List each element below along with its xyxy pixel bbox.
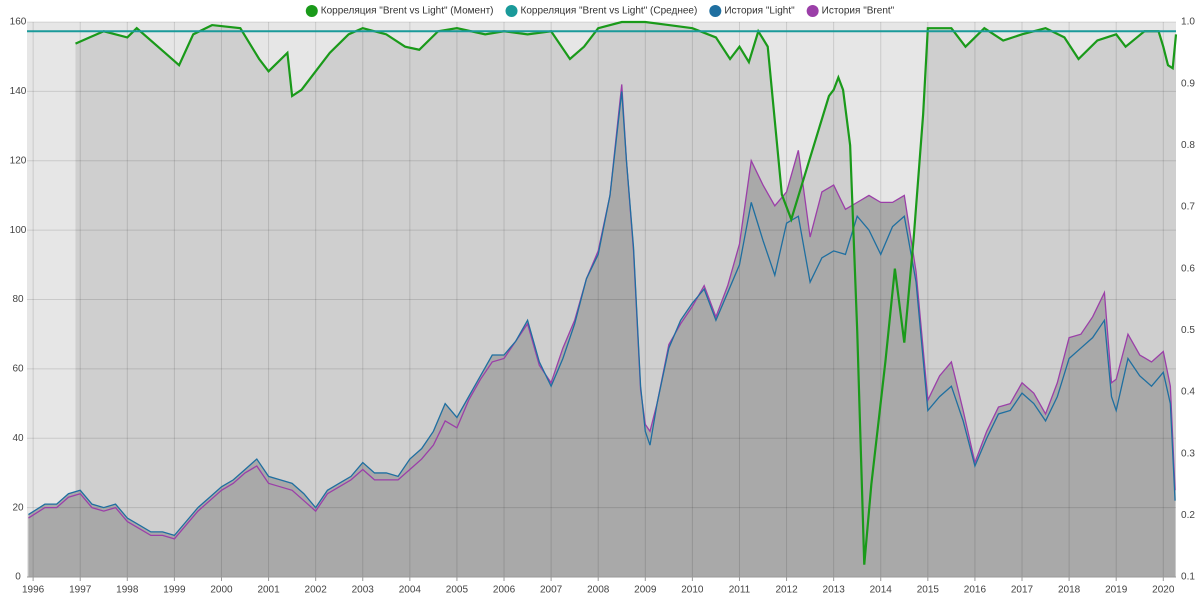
y2-tick-label: 0.3 xyxy=(1181,448,1195,459)
legend-item[interactable]: История "Brent" xyxy=(806,5,895,17)
y2-tick-label: 0.6 xyxy=(1181,263,1195,274)
legend: Корреляция "Brent vs Light" (Момент) Корр… xyxy=(305,5,895,17)
y2-tick-label: 1.0 xyxy=(1181,17,1195,28)
y-tick-label: 40 xyxy=(12,433,24,444)
x-tick-label: 2019 xyxy=(1105,585,1128,596)
y-tick-label: 80 xyxy=(12,294,24,305)
legend-item[interactable]: Корреляция "Brent vs Light" (Среднее) xyxy=(505,5,698,17)
x-tick-label: 2002 xyxy=(305,585,328,596)
x-tick-label: 1996 xyxy=(22,585,45,596)
legend-marker xyxy=(505,5,518,17)
y2-tick-label: 0.1 xyxy=(1181,572,1195,583)
y2-tick-label: 0.4 xyxy=(1181,387,1195,398)
x-tick-label: 2018 xyxy=(1058,585,1081,596)
y-tick-label: 100 xyxy=(10,225,27,236)
price-line xyxy=(28,91,1176,537)
y-tick-label: 20 xyxy=(12,502,24,513)
legend-label: Корреляция "Brent vs Light" (Момент) xyxy=(321,6,494,17)
y-tick-label: 60 xyxy=(12,364,24,375)
x-tick-label: 2013 xyxy=(823,585,846,596)
legend-label: История "Light" xyxy=(724,6,795,17)
legend-item[interactable]: Корреляция "Brent vs Light" (Момент) xyxy=(305,5,494,17)
y-tick-label: 140 xyxy=(10,86,27,97)
legend-marker xyxy=(305,5,318,17)
x-tick-label: 1997 xyxy=(69,585,92,596)
x-tick-label: 2000 xyxy=(210,585,233,596)
x-tick-label: 2011 xyxy=(729,585,751,596)
x-tick-label: 2014 xyxy=(870,585,893,596)
x-tick-label: 2004 xyxy=(399,585,422,596)
y-tick-label: 120 xyxy=(10,155,27,166)
y2-tick-label: 0.2 xyxy=(1181,510,1195,521)
x-tick-label: 1998 xyxy=(116,585,139,596)
x-tick-label: 2005 xyxy=(446,585,469,596)
legend-label: Корреляция "Brent vs Light" (Среднее) xyxy=(521,6,698,17)
x-tick-label: 2017 xyxy=(1011,585,1034,596)
x-tick-label: 1999 xyxy=(163,585,186,596)
legend-marker xyxy=(806,5,819,17)
x-tick-label: 2007 xyxy=(540,585,563,596)
y2-tick-label: 0.5 xyxy=(1181,325,1195,336)
legend-item[interactable]: История "Light" xyxy=(709,5,795,17)
x-tick-label: 2001 xyxy=(257,585,280,596)
legend-label: История "Brent" xyxy=(822,6,895,17)
x-tick-label: 2009 xyxy=(634,585,657,596)
y-tick-label: 160 xyxy=(10,17,27,28)
x-tick-label: 2010 xyxy=(681,585,704,596)
legend-marker xyxy=(709,5,722,17)
x-tick-label: 2016 xyxy=(964,585,987,596)
x-tick-label: 2015 xyxy=(917,585,940,596)
y-tick-label: 0 xyxy=(15,572,21,583)
x-tick-label: 2003 xyxy=(352,585,375,596)
price-area xyxy=(28,91,1176,577)
correlation-line xyxy=(75,20,1178,565)
x-tick-label: 2006 xyxy=(493,585,516,596)
x-tick-label: 2012 xyxy=(775,585,798,596)
y2-tick-label: 0.8 xyxy=(1181,140,1195,151)
x-tick-label: 2020 xyxy=(1152,585,1175,596)
y2-tick-label: 0.9 xyxy=(1181,78,1195,89)
x-tick-label: 2008 xyxy=(587,585,610,596)
y2-tick-label: 0.7 xyxy=(1181,202,1195,213)
